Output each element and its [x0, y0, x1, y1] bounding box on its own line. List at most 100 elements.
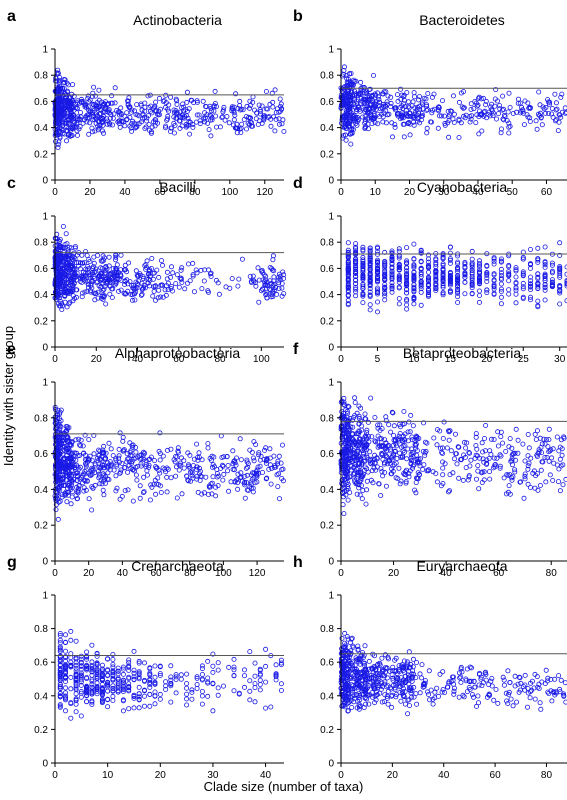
data-point: [425, 107, 431, 113]
data-point: [98, 464, 104, 470]
data-point: [462, 279, 468, 285]
data-point: [173, 281, 179, 287]
data-point: [87, 453, 93, 459]
data-point: [216, 473, 222, 479]
data-point: [157, 483, 163, 489]
data-point: [53, 122, 59, 128]
data-point: [53, 285, 59, 291]
data-point: [108, 112, 114, 118]
data-point: [86, 131, 92, 137]
data-point: [412, 487, 418, 493]
data-point: [90, 265, 96, 271]
data-point: [353, 256, 359, 262]
y-tick-label: 0.6: [34, 264, 48, 275]
data-point: [513, 287, 519, 293]
data-point: [85, 115, 91, 121]
data-point: [87, 272, 93, 278]
data-point: [191, 100, 197, 106]
data-point: [124, 451, 130, 457]
data-point: [498, 130, 504, 136]
data-point: [495, 429, 501, 435]
data-point: [501, 475, 507, 481]
data-point: [409, 465, 415, 471]
data-point: [67, 121, 73, 127]
data-point: [215, 483, 221, 489]
data-point: [85, 96, 91, 102]
data-point: [153, 99, 159, 105]
data-point: [169, 125, 175, 131]
data-point: [202, 267, 208, 273]
data-point: [93, 268, 99, 274]
data-point: [519, 104, 525, 110]
data-point: [563, 110, 567, 116]
data-point: [208, 273, 214, 279]
data-point: [141, 660, 147, 666]
data-point: [440, 459, 446, 465]
data-point: [62, 77, 68, 83]
data-point: [557, 240, 563, 246]
data-point: [99, 678, 105, 684]
data-point: [254, 472, 260, 478]
data-point: [396, 422, 402, 428]
data-point: [60, 462, 66, 468]
data-point: [557, 267, 563, 273]
data-point: [411, 288, 417, 294]
data-point: [422, 452, 428, 458]
data-point: [139, 291, 145, 297]
data-point: [353, 289, 359, 295]
data-point: [370, 73, 376, 79]
data-point: [433, 264, 439, 270]
data-point: [493, 87, 499, 93]
data-point: [57, 472, 63, 478]
data-point: [360, 248, 366, 254]
data-point: [556, 466, 562, 472]
data-point: [236, 276, 242, 282]
data-point: [106, 440, 112, 446]
data-point: [63, 654, 69, 660]
data-point: [411, 296, 417, 302]
data-point: [117, 118, 123, 124]
data-point: [373, 106, 379, 112]
data-point: [425, 283, 431, 289]
data-point: [100, 119, 106, 125]
data-point: [352, 97, 358, 103]
data-point: [507, 436, 513, 442]
data-point: [348, 71, 354, 77]
data-point: [458, 120, 464, 126]
data-point: [164, 489, 170, 495]
y-tick-label: 0.2: [34, 316, 48, 327]
data-point: [349, 431, 355, 437]
data-point: [374, 287, 380, 293]
data-point: [549, 260, 555, 266]
data-point: [157, 430, 163, 436]
data-point: [127, 114, 133, 120]
data-point: [60, 279, 66, 285]
data-point: [362, 411, 368, 417]
data-point: [61, 80, 67, 86]
data-point: [345, 285, 351, 291]
data-point: [216, 291, 222, 297]
data-point: [93, 266, 99, 272]
data-point: [560, 482, 566, 488]
data-point: [447, 274, 453, 280]
data-point: [549, 283, 555, 289]
data-point: [92, 462, 98, 468]
data-point: [82, 289, 88, 295]
data-point: [498, 294, 504, 300]
data-point: [549, 281, 555, 287]
data-point: [262, 277, 268, 283]
data-point: [120, 687, 126, 693]
y-tick-label: 0.6: [320, 97, 334, 108]
data-point: [249, 476, 255, 482]
data-point: [136, 658, 142, 664]
data-point: [360, 283, 366, 289]
y-tick-label: 0.2: [34, 149, 48, 160]
data-point: [342, 425, 348, 431]
data-point: [520, 271, 526, 277]
data-point: [89, 677, 95, 683]
data-point: [157, 106, 163, 112]
data-point: [345, 301, 351, 307]
data-point: [146, 122, 152, 128]
data-point: [105, 681, 111, 687]
